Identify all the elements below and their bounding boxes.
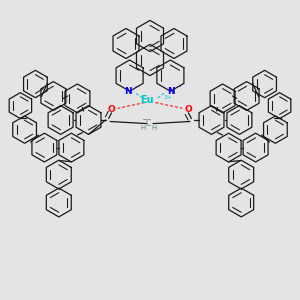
Text: O: O	[108, 105, 116, 114]
Text: N: N	[167, 87, 175, 96]
Text: O: O	[184, 105, 192, 114]
Text: 3+: 3+	[164, 95, 173, 100]
Text: N: N	[124, 87, 132, 96]
Text: Eu: Eu	[140, 94, 154, 105]
Text: ⁻: ⁻	[135, 86, 139, 92]
Text: H: H	[152, 124, 157, 130]
Text: ⁻: ⁻	[178, 86, 181, 92]
Text: ̅C: ̅C	[147, 118, 153, 127]
Text: H: H	[141, 124, 146, 130]
